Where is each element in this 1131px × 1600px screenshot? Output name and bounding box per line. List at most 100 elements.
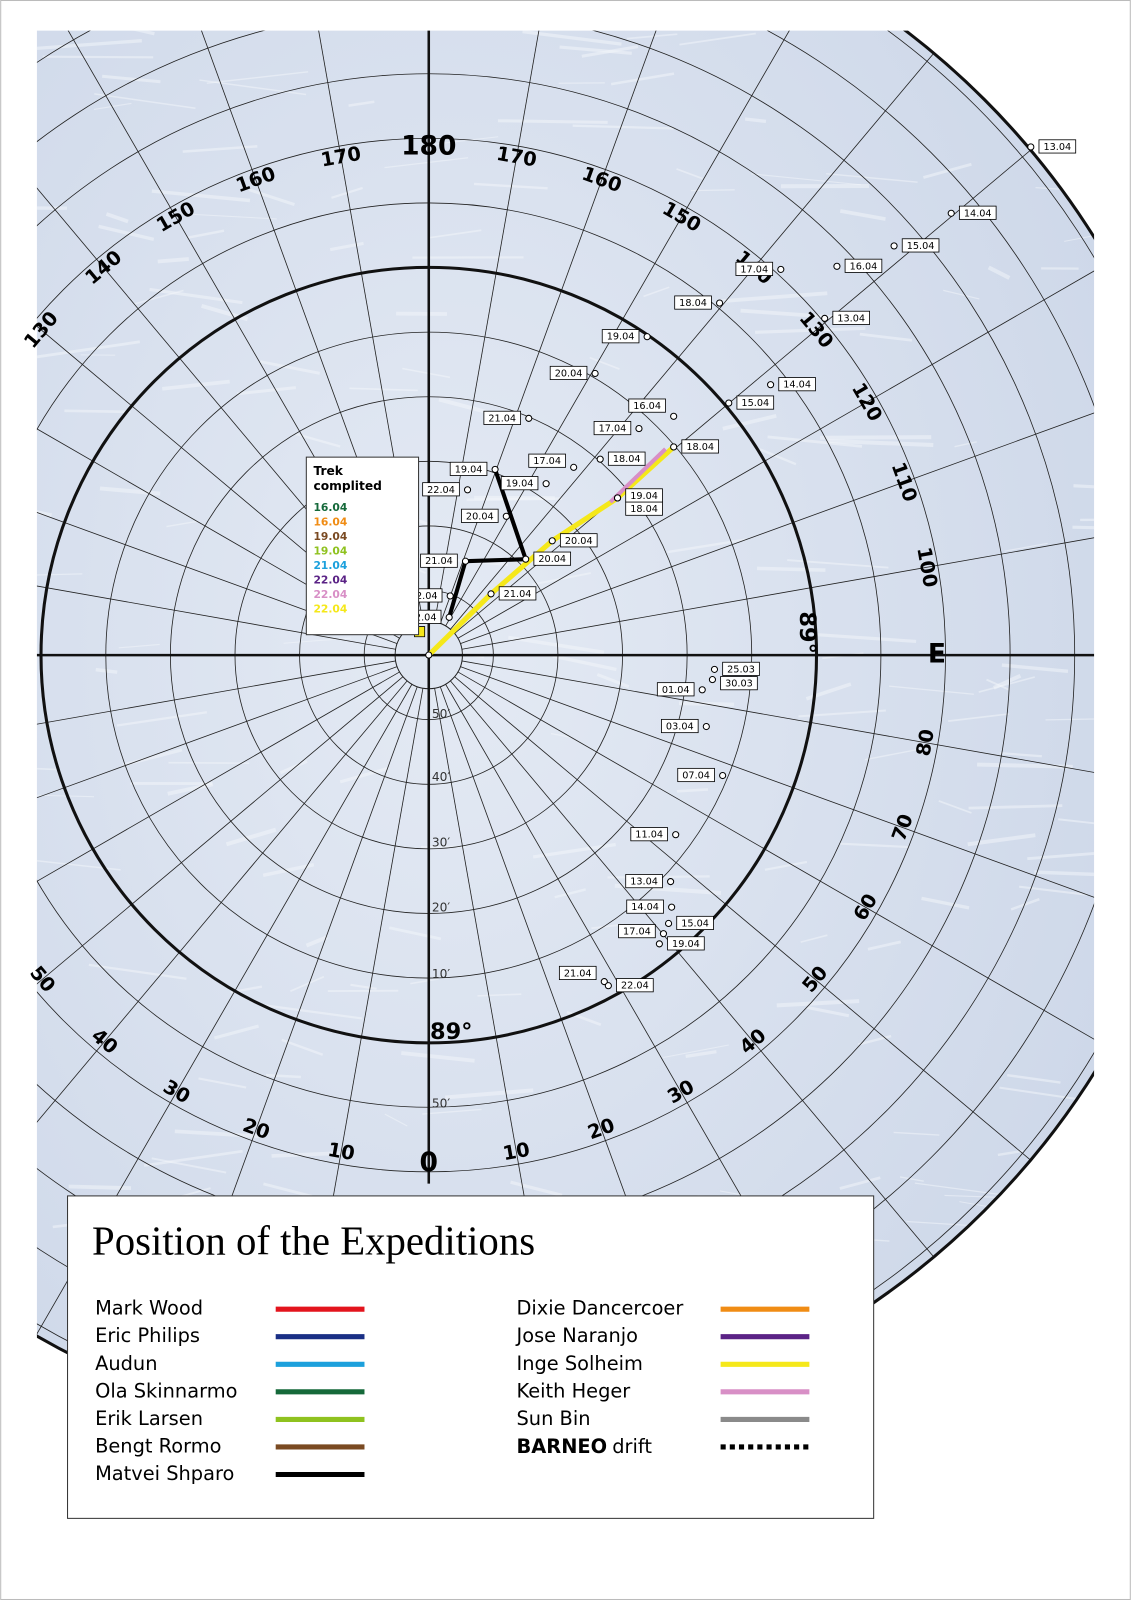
ice-streak bbox=[36, 503, 52, 518]
ice-streak bbox=[1112, 423, 1131, 432]
ice-streak bbox=[943, 289, 980, 300]
ice-streak bbox=[206, 71, 309, 84]
ice-streak bbox=[88, 963, 187, 980]
ice-streak bbox=[36, 573, 83, 577]
ice-streak bbox=[1106, 988, 1131, 996]
meridian bbox=[36, 660, 396, 815]
date-label: 15.04 bbox=[907, 241, 935, 252]
track-point bbox=[1027, 143, 1035, 151]
ice-streak bbox=[168, 761, 250, 764]
track-point bbox=[716, 299, 724, 307]
meridian bbox=[445, 30, 889, 627]
trek-date: 21.04 bbox=[313, 559, 347, 572]
ice-streak bbox=[1064, 231, 1095, 242]
barneo-bold: BARNEO bbox=[517, 1434, 608, 1457]
date-label: 18.04 bbox=[686, 442, 714, 453]
date-label: 13.04 bbox=[630, 877, 658, 888]
ice-streak bbox=[722, 413, 777, 431]
ice-streak bbox=[576, 1579, 598, 1580]
date-label: 16.04 bbox=[633, 401, 661, 412]
date-label: 21.04 bbox=[488, 413, 516, 424]
date-label: 15.04 bbox=[741, 398, 769, 409]
meridian bbox=[454, 676, 1095, 1246]
ice-streak bbox=[610, 72, 675, 86]
ice-streak bbox=[427, 229, 482, 239]
ice-streak bbox=[596, 673, 630, 689]
ice-streak bbox=[545, 15, 581, 25]
track-point bbox=[613, 494, 622, 502]
ice-streak bbox=[685, 1050, 717, 1058]
track-point bbox=[777, 265, 785, 273]
ice-streak bbox=[259, 1003, 363, 1020]
ice-streak bbox=[339, 767, 389, 784]
ice-streak bbox=[1027, 849, 1095, 861]
trek-date: 22.04 bbox=[313, 588, 347, 601]
ice-streak bbox=[98, 224, 155, 241]
meridian bbox=[461, 660, 1095, 815]
date-label: 21.04 bbox=[425, 556, 453, 567]
ice-streak bbox=[248, 188, 295, 207]
track-point bbox=[708, 676, 717, 684]
latitude-label: 89° bbox=[794, 611, 820, 653]
meridian bbox=[36, 64, 404, 634]
date-label-box bbox=[601, 329, 640, 344]
legend-name: Eric Philips bbox=[95, 1324, 200, 1347]
ice-streak bbox=[1117, 1194, 1131, 1200]
ice-streak bbox=[954, 441, 977, 448]
date-label: 19.04 bbox=[506, 479, 534, 490]
ice-streak bbox=[627, 33, 678, 40]
meridian bbox=[460, 666, 1095, 970]
ice-streak bbox=[864, 746, 933, 761]
ice-streak bbox=[1120, 730, 1131, 733]
date-label-box bbox=[558, 965, 597, 980]
ice-streak bbox=[384, 157, 469, 169]
date-label-box bbox=[958, 205, 997, 220]
ice-streak bbox=[559, 45, 632, 55]
ice-streak bbox=[429, 136, 499, 146]
date-label-box bbox=[844, 258, 883, 273]
date-label-box bbox=[681, 439, 719, 454]
ice-streak bbox=[826, 172, 918, 183]
track-point bbox=[698, 686, 706, 694]
track-point bbox=[643, 333, 651, 341]
date-label-box bbox=[422, 482, 460, 497]
meridian bbox=[36, 195, 400, 639]
date-label: 18.04 bbox=[630, 504, 658, 515]
ice-streak bbox=[500, 20, 523, 22]
track-point bbox=[702, 722, 710, 731]
ice-streak bbox=[283, 637, 351, 644]
ice-streak bbox=[198, 1077, 247, 1089]
track-point bbox=[548, 537, 556, 545]
ice-streak bbox=[890, 1585, 921, 1586]
meridian-label: 10 bbox=[501, 1138, 532, 1165]
track-point bbox=[461, 557, 470, 565]
legend-name: Audun bbox=[95, 1352, 157, 1375]
date-label-box bbox=[736, 395, 775, 410]
ice-streak bbox=[118, 643, 160, 649]
date-label: 17.04 bbox=[599, 424, 627, 435]
ice-streak bbox=[1120, 1054, 1131, 1059]
ice-streak bbox=[986, 678, 1010, 691]
date-label-box bbox=[528, 453, 566, 468]
ice-streak bbox=[679, 32, 756, 46]
meridian bbox=[36, 684, 413, 1441]
date-label-box bbox=[720, 676, 758, 691]
date-label: 20.04 bbox=[555, 368, 583, 379]
ice-streak bbox=[321, 0, 383, 7]
track-point bbox=[570, 463, 578, 471]
meridian bbox=[36, 666, 398, 970]
track-point bbox=[596, 455, 604, 463]
ice-streak bbox=[422, 1108, 482, 1115]
date-label-box bbox=[625, 488, 663, 503]
ice-streak bbox=[1088, 165, 1095, 182]
ice-streak bbox=[36, 340, 141, 359]
trek-date: 22.04 bbox=[313, 603, 347, 616]
ice-streak bbox=[977, 762, 1073, 769]
ice-streak bbox=[225, 827, 277, 847]
date-label-box bbox=[616, 978, 654, 993]
ice-streak bbox=[897, 23, 988, 26]
meridian bbox=[461, 495, 1095, 650]
